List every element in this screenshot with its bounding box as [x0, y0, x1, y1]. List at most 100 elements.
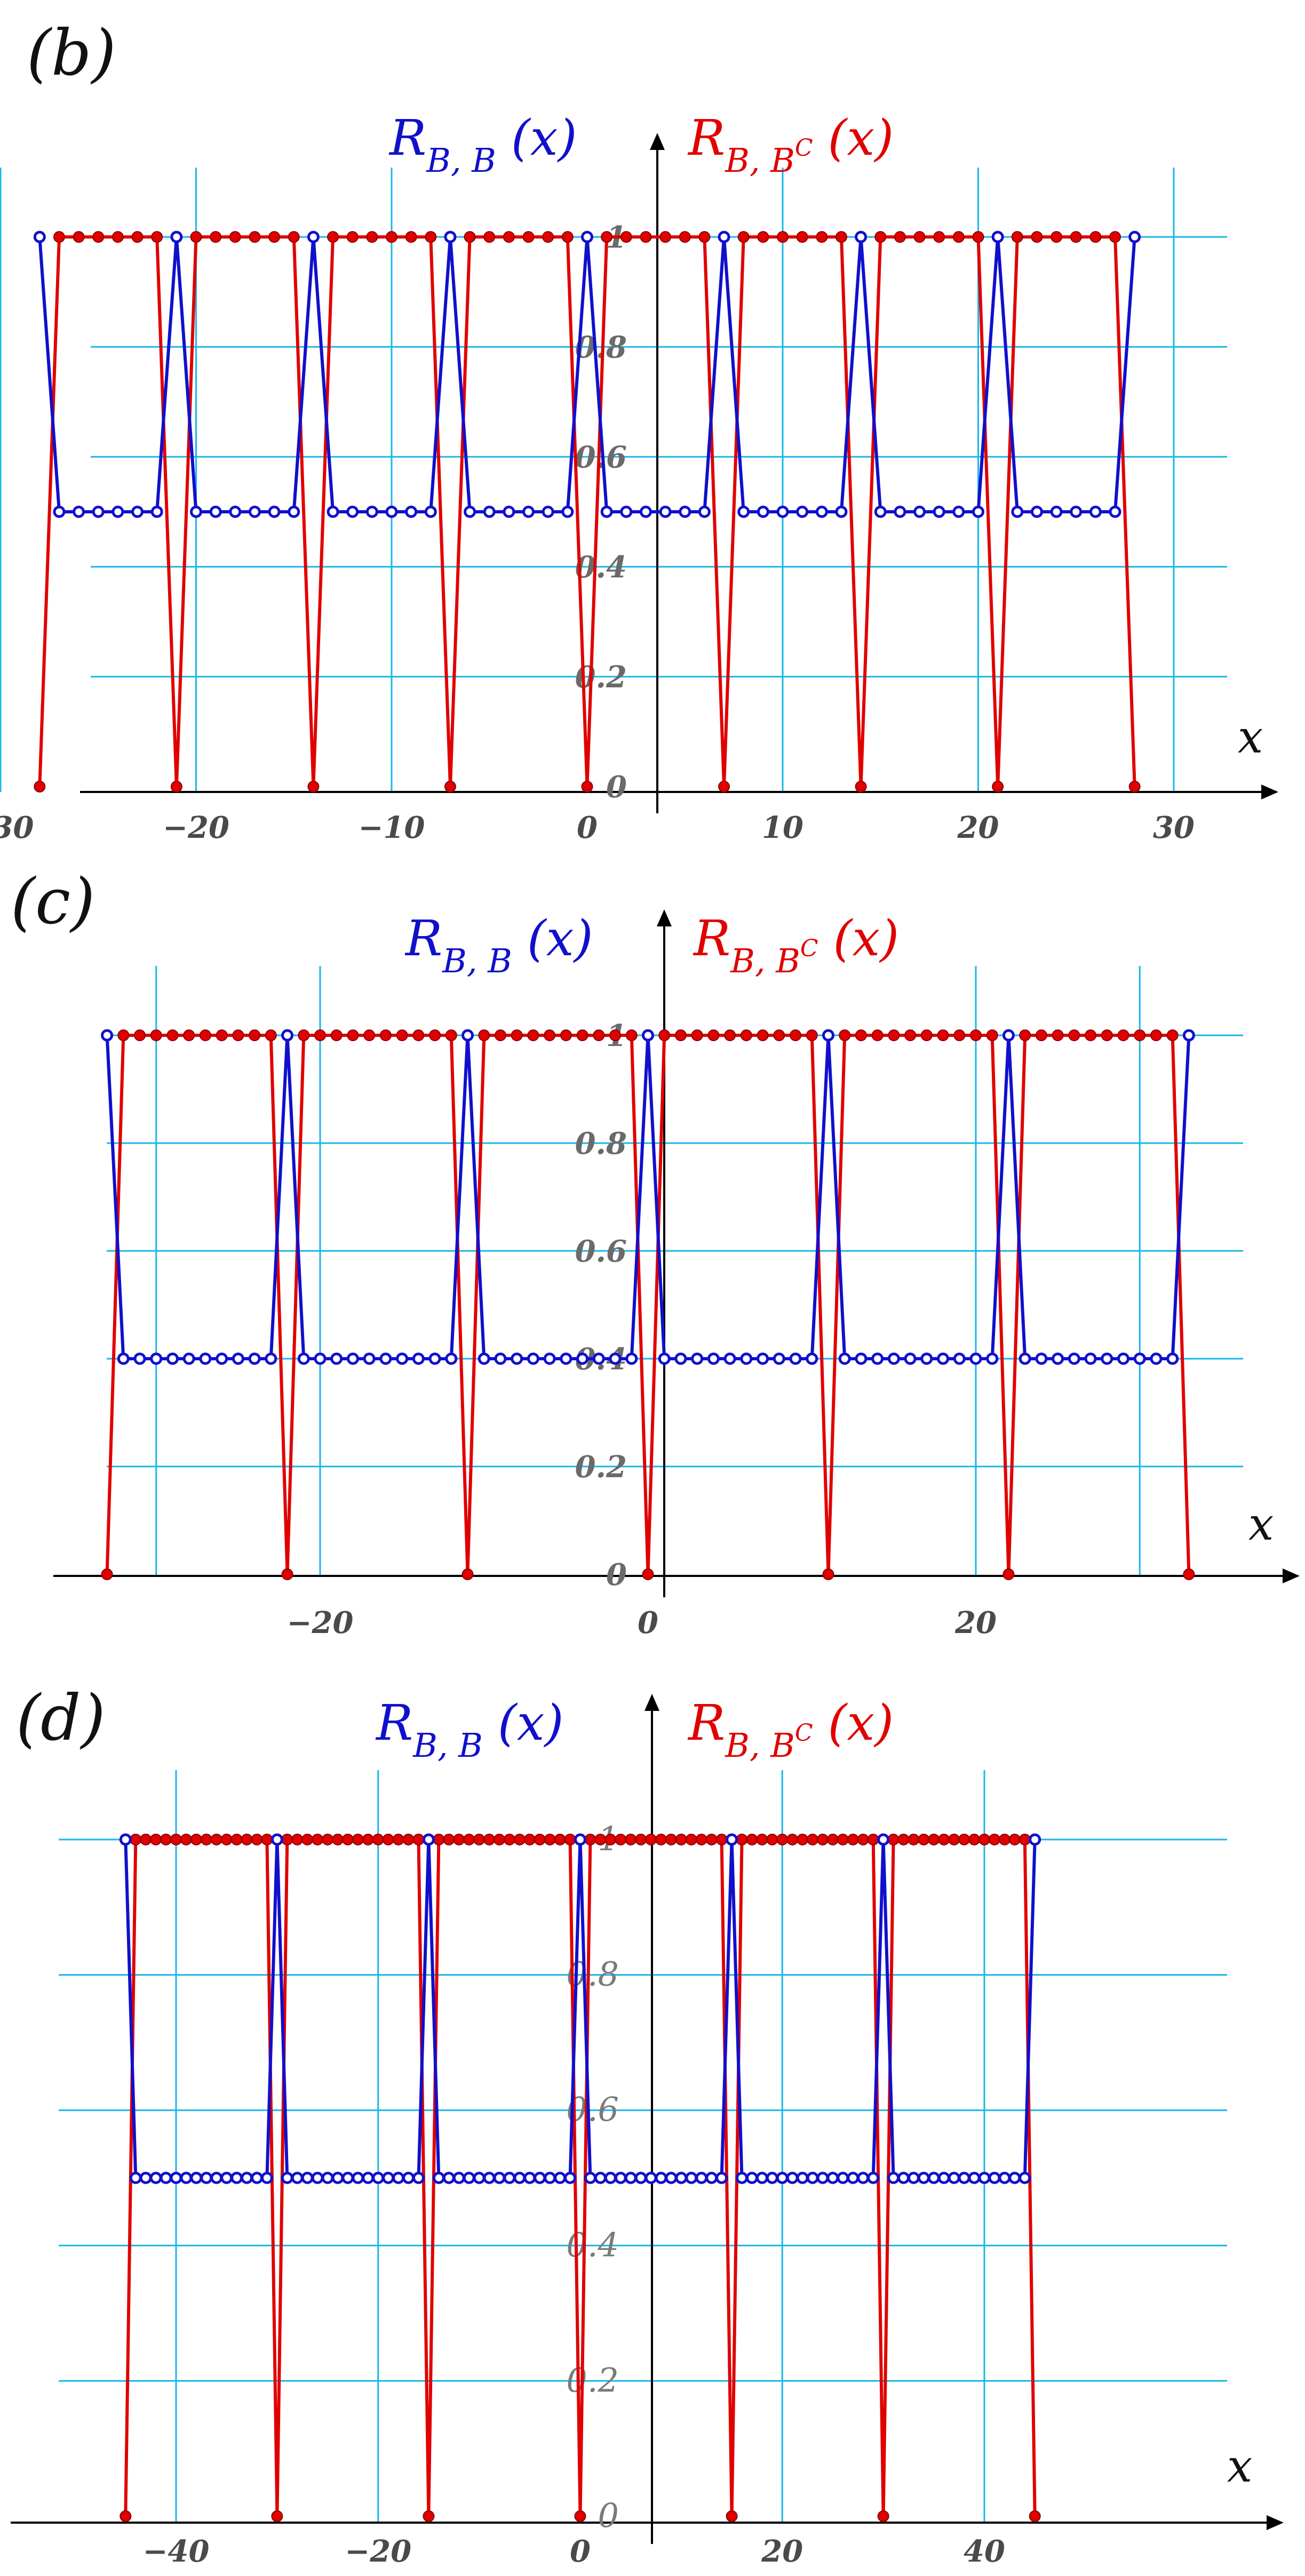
data-point-rbbc — [1166, 1029, 1179, 1041]
data-point-rbb — [986, 1352, 999, 1365]
data-point-rbb — [442, 2171, 455, 2184]
data-point-rbb — [463, 2171, 475, 2184]
data-point-rbb — [503, 505, 515, 518]
x-tick-label: −20 — [345, 2534, 411, 2569]
data-point-rbb — [968, 2171, 981, 2184]
data-point-rbb — [1182, 1029, 1195, 1042]
data-point-rbbc — [180, 1834, 192, 1845]
y-tick-label: 0.8 — [575, 1126, 627, 1161]
data-point-rbb — [877, 1833, 890, 1846]
data-point-rbb — [170, 231, 183, 243]
data-point-rbbc — [685, 1834, 697, 1845]
data-point-rbb — [614, 2171, 627, 2184]
data-point-rbbc — [920, 1029, 933, 1041]
data-point-rbb — [133, 1352, 146, 1365]
data-point-rbb — [723, 1352, 736, 1365]
data-point-rbb — [365, 505, 378, 518]
data-point-rbbc — [101, 1568, 113, 1580]
data-point-rbb — [101, 1029, 114, 1042]
data-point-rbb — [117, 1352, 130, 1365]
data-point-rbbc — [92, 231, 105, 243]
data-point-rbb — [554, 2171, 567, 2184]
data-point-rbbc — [773, 1029, 785, 1041]
data-point-rbbc — [998, 1834, 1010, 1845]
data-point-rbb — [544, 2171, 556, 2184]
data-point-rbbc — [494, 1834, 505, 1845]
data-point-rbb — [150, 505, 163, 518]
data-point-rbbc — [503, 231, 515, 243]
data-point-rbbc — [544, 1834, 556, 1845]
data-point-rbb — [838, 1352, 851, 1365]
data-point-rbb — [494, 1352, 507, 1365]
data-point-rbbc — [230, 1834, 243, 1845]
data-point-rbb — [855, 1352, 868, 1365]
data-point-rbbc — [806, 1029, 818, 1041]
data-point-rbbc — [757, 231, 769, 243]
data-point-rbb — [119, 1833, 132, 1846]
data-point-rbbc — [620, 231, 632, 243]
y-tick-label: 0.4 — [575, 550, 627, 585]
data-point-rbbc — [635, 1834, 647, 1845]
data-point-rbb — [871, 1352, 884, 1365]
data-point-rbbc — [483, 1834, 496, 1845]
data-point-rbb — [200, 2171, 213, 2184]
data-point-rbbc — [837, 1834, 849, 1845]
data-point-rbb — [483, 2171, 496, 2184]
data-point-rbb — [927, 2171, 940, 2184]
data-point-rbb — [248, 1352, 261, 1365]
data-point-rbb — [958, 2171, 970, 2184]
data-point-rbb — [685, 2171, 698, 2184]
data-point-rbbc — [817, 1834, 829, 1845]
data-point-rbb — [726, 1833, 738, 1846]
data-point-rbbc — [445, 1029, 457, 1041]
data-point-rbbc — [423, 2510, 435, 2522]
data-point-rbbc — [386, 231, 397, 243]
data-point-rbb — [190, 2171, 203, 2184]
data-point-rbb — [674, 1352, 687, 1365]
x-tick-label: 20 — [957, 810, 999, 845]
data-point-rbb — [639, 505, 652, 518]
data-point-rbbc — [1109, 231, 1121, 243]
data-point-rbb — [265, 1352, 277, 1365]
data-point-rbbc — [534, 1834, 546, 1845]
data-point-rbbc — [433, 1834, 445, 1845]
data-point-rbbc — [581, 781, 593, 792]
x-tick-label: 0 — [638, 1605, 658, 1640]
data-point-rbbc — [867, 1834, 879, 1845]
data-point-rbbc — [232, 1029, 244, 1041]
data-point-rbb — [634, 2171, 647, 2184]
y-tick-label: 0.8 — [566, 1955, 619, 1994]
data-point-rbbc — [330, 1029, 343, 1041]
data-point-rbb — [346, 505, 359, 518]
data-point-rbb — [180, 2171, 193, 2184]
data-point-rbb — [291, 2171, 304, 2184]
data-point-rbbc — [379, 1029, 392, 1041]
data-point-rbbc — [658, 1029, 671, 1041]
data-point-rbbc — [904, 1029, 917, 1041]
data-point-rbb — [432, 2171, 445, 2184]
data-point-rbbc — [1019, 1029, 1031, 1041]
data-point-rbb — [1018, 2171, 1031, 2184]
data-point-rbbc — [261, 1834, 273, 1845]
data-point-rbb — [478, 1352, 490, 1365]
x-tick-label: 0 — [577, 810, 598, 845]
data-point-rbbc — [674, 1029, 687, 1041]
data-point-rbb — [444, 231, 457, 243]
data-point-rbbc — [786, 1834, 799, 1845]
data-point-rbb — [874, 505, 887, 518]
data-point-rbb — [847, 2171, 860, 2184]
data-point-rbbc — [1117, 1029, 1129, 1041]
data-point-rbbc — [839, 1029, 851, 1041]
data-point-rbb — [679, 505, 691, 518]
data-point-rbb — [837, 2171, 849, 2184]
data-point-rbbc — [527, 1029, 539, 1041]
data-point-rbbc — [625, 1834, 637, 1845]
data-point-rbbc — [877, 2510, 889, 2522]
data-point-rbb — [260, 2171, 273, 2184]
data-point-rbbc — [444, 781, 456, 792]
data-point-rbbc — [73, 231, 85, 243]
data-point-rbb — [718, 231, 730, 243]
data-point-rbbc — [396, 1029, 408, 1041]
data-point-rbbc — [478, 1029, 490, 1041]
